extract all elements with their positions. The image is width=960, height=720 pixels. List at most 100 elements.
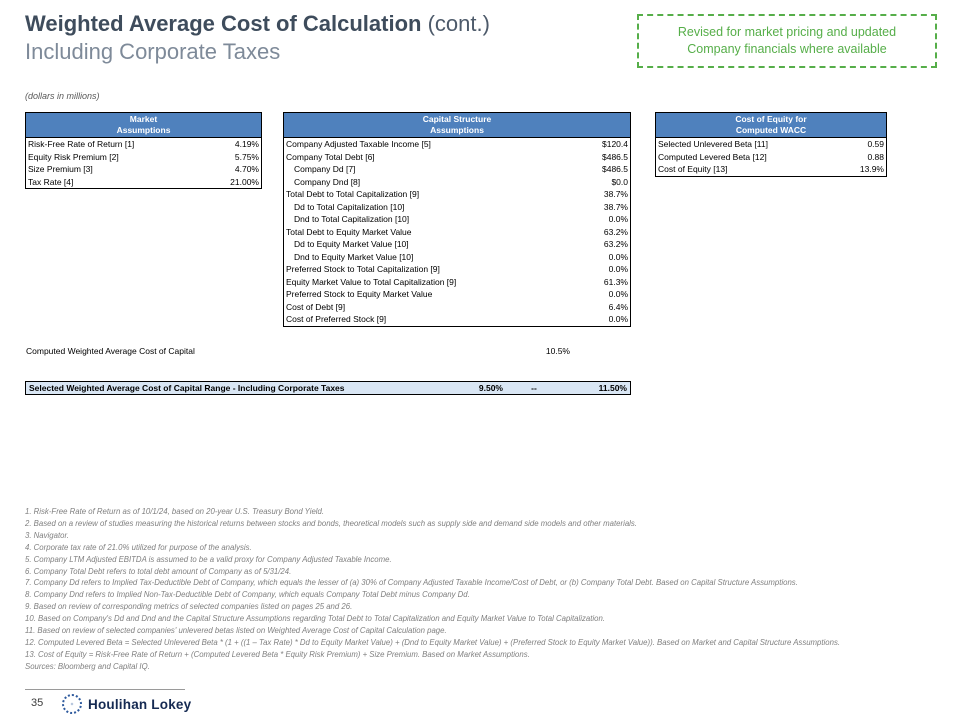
row-label: Dnd to Total Capitalization [10] [294, 214, 410, 224]
footnote: 5. Company LTM Adjusted EBITDA is assume… [25, 554, 392, 564]
row-value: 0.0% [608, 251, 628, 262]
row-label: Equity Risk Premium [2] [28, 151, 119, 162]
table-row: Dd to Total Capitalization [10] 38.7% [284, 201, 630, 214]
row-value: $120.4 [602, 139, 628, 149]
page-title: Weighted Average Cost of Calculation (co… [25, 11, 490, 37]
footnote: 9. Based on review of corresponding metr… [25, 602, 353, 612]
row-label: Dnd to Equity Market Value [10] [294, 251, 414, 262]
capital-structure-assumptions-table: Capital Structure Assumptions Company Ad… [283, 112, 631, 327]
selected-wacc-range-bar: Selected Weighted Average Cost of Capita… [25, 381, 631, 395]
table-header-line2: Assumptions [430, 124, 484, 135]
row-value: 63.2% [603, 226, 628, 237]
row-value: 0.0% [608, 289, 628, 299]
row-label: Dd to Total Capitalization [10] [294, 201, 405, 212]
table-row: Size Premium [3] 4.70% [26, 163, 261, 176]
footnote: 11. Based on review of selected companie… [25, 626, 447, 636]
row-label: Total Debt to Equity Market Value [286, 226, 412, 237]
table-row: Cost of Preferred Stock [9] 0.0% [284, 313, 630, 326]
logo-globe-icon [62, 694, 82, 714]
row-value: 38.7% [603, 201, 628, 212]
houlihan-lokey-logo: Houlihan Lokey [62, 694, 191, 714]
row-label: Selected Unlevered Beta [11] [658, 139, 768, 149]
footnote: 6. Company Total Debt refers to total de… [25, 566, 292, 576]
row-label: Company Dnd [8] [294, 176, 361, 187]
row-label: Preferred Stock to Equity Market Value [286, 289, 433, 299]
row-value: 63.2% [603, 239, 628, 249]
table-header-line1: Cost of Equity for [735, 114, 807, 124]
row-value: 61.3% [603, 276, 628, 287]
footnote: 12. Computed Levered Beta = Selected Unl… [25, 637, 841, 647]
row-label: Computed Levered Beta [12] [658, 151, 767, 162]
footnote: 8. Company Dnd refers to Implied Non-Tax… [25, 590, 470, 600]
logo-text: Houlihan Lokey [88, 696, 192, 712]
row-value: 5.75% [234, 151, 259, 162]
row-label: Cost of Preferred Stock [9] [286, 314, 387, 324]
row-label: Cost of Equity [13] [658, 164, 728, 174]
table-header: Market Assumptions [26, 113, 261, 138]
row-value: 0.0% [608, 264, 628, 274]
table-row: Equity Risk Premium [2] 5.75% [26, 151, 261, 164]
computed-wacc-label: Computed Weighted Average Cost of Capita… [26, 346, 195, 356]
selected-wacc-range-label: Selected Weighted Average Cost of Capita… [29, 383, 345, 393]
table-header-line2: Assumptions [116, 124, 171, 135]
footnote: 1. Risk-Free Rate of Return as of 10/1/2… [25, 507, 325, 516]
selected-wacc-range-dash: -- [531, 383, 537, 393]
units-note: (dollars in millions) [25, 91, 100, 101]
row-value: $0.0 [611, 176, 628, 187]
footnote: 4. Corporate tax rate of 21.0% utilized … [25, 542, 252, 552]
cost-of-equity-table: Cost of Equity for Computed WACC Selecte… [655, 112, 887, 177]
page-number: 35 [31, 697, 44, 709]
footnote: 2. Based on a review of studies measurin… [25, 518, 637, 528]
table-row: Company Total Debt [6] $486.5 [284, 151, 630, 164]
row-label: Dd to Equity Market Value [10] [294, 239, 409, 249]
table-row: Company Dd [7] $486.5 [284, 163, 630, 176]
row-label: Preferred Stock to Total Capitalization … [286, 264, 440, 274]
row-value: $486.5 [602, 151, 628, 162]
market-assumptions-table: Market Assumptions Risk-Free Rate of Ret… [25, 112, 262, 189]
row-label: Equity Market Value to Total Capitalizat… [286, 276, 457, 287]
page-title-cont: (cont.) [421, 11, 490, 36]
table-header: Capital Structure Assumptions [284, 113, 630, 138]
row-label: Total Debt to Total Capitalization [9] [286, 189, 420, 199]
table-header-line1: Capital Structure [422, 114, 492, 124]
row-value: 0.88 [867, 151, 884, 162]
table-row: Dnd to Equity Market Value [10] 0.0% [284, 251, 630, 264]
row-value: 21.00% [230, 176, 259, 187]
row-value: 6.4% [608, 301, 628, 312]
table-row: Preferred Stock to Total Capitalization … [284, 263, 630, 276]
sources-note: Sources: Bloomberg and Capital IQ. [25, 661, 150, 671]
table-row: Company Dnd [8] $0.0 [284, 176, 630, 189]
footnote: 13. Cost of Equity = Risk-Free Rate of R… [25, 649, 530, 659]
footnote: 10. Based on Company's Dd and Dnd and th… [25, 614, 605, 624]
table-row: Company Adjusted Taxable Income [5] $120.… [284, 138, 630, 151]
page-subtitle: Including Corporate Taxes [25, 39, 281, 64]
table-row: Total Debt to Equity Market Value 63.2% [284, 226, 630, 239]
footnotes: 1. Risk-Free Rate of Return as of 10/1/2… [25, 506, 905, 673]
row-value: 0.59 [867, 139, 884, 149]
selected-wacc-range-low: 9.50% [478, 383, 503, 393]
row-value: 4.19% [234, 139, 259, 149]
selected-wacc-range-high: 11.50% [598, 383, 627, 393]
table-row: Tax Rate [4] 21.00% [26, 176, 261, 189]
row-value: 4.70% [234, 164, 259, 174]
table-row: Computed Levered Beta [12] 0.88 [656, 151, 886, 164]
revision-callout-text: Revised for market pricing and updated C… [677, 25, 897, 56]
row-value: 0.0% [608, 214, 628, 224]
row-value: 13.9% [859, 164, 884, 174]
table-row: Equity Market Value to Total Capitalizat… [284, 276, 630, 289]
row-label: Risk-Free Rate of Return [1] [28, 139, 135, 149]
computed-wacc-value: 10.5% [545, 346, 570, 356]
row-label: Company Dd [7] [294, 164, 356, 174]
footnote: 7. Company Dd refers to Implied Tax-Dedu… [25, 578, 798, 588]
row-label: Tax Rate [4] [28, 176, 74, 187]
table-row: Dd to Equity Market Value [10] 63.2% [284, 238, 630, 251]
table-row: Risk-Free Rate of Return [1] 4.19% [26, 138, 261, 151]
footnote: 3. Navigator. [25, 530, 69, 540]
table-row: Selected Unlevered Beta [11] 0.59 [656, 138, 886, 151]
row-value: 38.7% [603, 189, 628, 199]
table-header: Cost of Equity for Computed WACC [656, 113, 886, 138]
row-label: Cost of Debt [9] [286, 301, 346, 312]
table-row: Cost of Equity [13] 13.9% [656, 163, 886, 176]
row-label: Company Total Debt [6] [286, 151, 375, 162]
